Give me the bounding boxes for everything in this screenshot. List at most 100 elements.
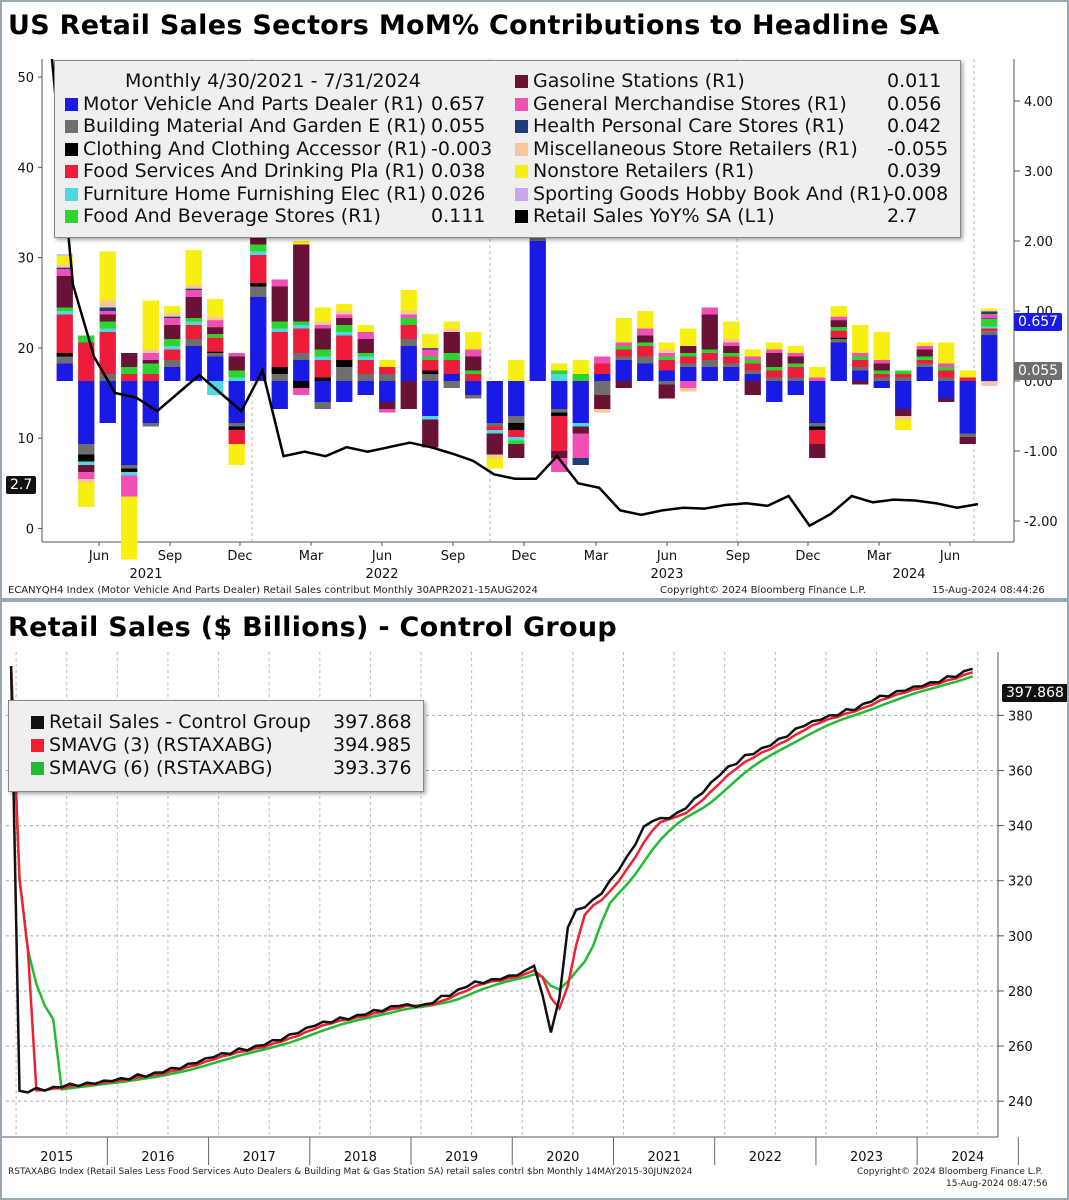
stacked-bar-segment: [228, 377, 245, 381]
stacked-bar-segment: [142, 363, 159, 374]
stacked-bar-segment: [400, 318, 417, 325]
footer-copyright: Copyright© 2024 Bloomberg Finance L.P.: [660, 585, 867, 596]
stacked-bar-segment: [443, 360, 460, 374]
legend-value: 0.038: [431, 160, 486, 182]
stacked-bar-segment: [293, 241, 310, 245]
footer-timestamp: 15-Aug-2024 08:47:56: [946, 1179, 1048, 1189]
stacked-bar-segment: [766, 367, 783, 371]
stacked-bar-segment: [981, 308, 998, 312]
sector-contributions-chart-panel: US Retail Sales Sectors MoM% Contributio…: [0, 0, 1069, 600]
legend-label: General Merchandise Stores (R1): [533, 92, 847, 115]
stacked-bar-segment: [658, 342, 675, 350]
stacked-bar-segment: [465, 374, 482, 381]
legend-value: 0.055: [431, 115, 486, 137]
legend-label: Furniture Home Furnishing Elec (R1): [83, 182, 427, 205]
stacked-bar-segment: [99, 321, 116, 329]
legend-swatch: [515, 210, 528, 223]
stacked-bar-segment: [852, 325, 869, 353]
stacked-bar-segment: [895, 409, 912, 416]
stacked-bar-segment: [78, 454, 95, 462]
stacked-bar-segment: [400, 339, 417, 346]
stacked-bar-segment: [916, 360, 933, 364]
right-axis-tick-label: 4.00: [1024, 95, 1053, 110]
stacked-bar-segment: [357, 353, 374, 357]
stacked-bar-segment: [787, 381, 804, 395]
stacked-bar-segment: [314, 402, 331, 409]
chart-title: Retail Sales ($ Billions) - Control Grou…: [8, 612, 618, 643]
stacked-bar-segment: [164, 339, 181, 346]
stacked-bar-segment: [314, 356, 331, 360]
legend-label: Clothing And Clothing Accessor (R1): [83, 137, 427, 160]
stacked-bar-segment: [250, 251, 267, 255]
stacked-bar-segment: [250, 297, 267, 381]
stacked-bar-segment: [379, 367, 396, 374]
x-month-label: Jun: [656, 549, 677, 564]
stacked-bar-segment: [422, 416, 439, 420]
x-month-label: Jun: [939, 549, 960, 564]
stacked-bar-segment: [615, 360, 632, 381]
stacked-bar-segment: [422, 360, 439, 371]
stacked-bar-segment: [121, 381, 138, 465]
stacked-bar-segment: [164, 325, 181, 339]
stacked-bar-segment: [852, 370, 869, 381]
stacked-bar-segment: [250, 286, 267, 297]
stacked-bar-segment: [78, 444, 95, 455]
stacked-bar-segment: [873, 332, 890, 360]
stacked-bar-segment: [357, 325, 374, 332]
stacked-bar-segment: [981, 314, 998, 319]
stacked-bar-segment: [486, 381, 503, 423]
stacked-bar-segment: [830, 316, 847, 321]
stacked-bar-segment: [271, 286, 288, 322]
x-month-label: Jun: [88, 549, 109, 564]
stacked-bar-segment: [680, 328, 697, 346]
stacked-bar-segment: [293, 244, 310, 322]
stacked-bar-segment: [99, 314, 116, 322]
stacked-bar-segment: [615, 356, 632, 360]
legend-swatch: [31, 739, 44, 752]
stacked-bar-segment: [787, 363, 804, 367]
stacked-bar-segment: [185, 250, 202, 286]
stacked-bar-segment: [508, 440, 525, 444]
stacked-bar-segment: [637, 335, 654, 343]
x-year-label: 2015: [40, 1150, 73, 1165]
legend-value: -0.003: [431, 137, 493, 160]
stacked-bar-segment: [572, 426, 589, 434]
stacked-bar-segment: [207, 327, 224, 335]
x-month-label: Dec: [511, 549, 536, 564]
legend-swatch: [515, 75, 528, 88]
stacked-bar-segment: [357, 381, 374, 395]
control-group-legend: Retail Sales - Control Group 397.868 SMAVG…: [8, 700, 424, 792]
stacked-bar-segment: [981, 318, 998, 319]
legend-label: Miscellaneous Store Retailers (R1): [533, 137, 858, 160]
stacked-bar-segment: [78, 472, 95, 479]
stacked-bar-segment: [551, 374, 568, 381]
stacked-bar-segment: [787, 367, 804, 378]
right-axis-tick-label: -2.00: [1024, 515, 1058, 530]
stacked-bar-segment: [981, 385, 998, 386]
x-month-label: Dec: [227, 549, 252, 564]
stacked-bar-segment: [164, 316, 181, 318]
stacked-bar-segment: [357, 374, 374, 381]
stacked-bar-segment: [551, 412, 568, 416]
stacked-bar-segment: [207, 334, 224, 338]
x-year-label: 2019: [445, 1150, 478, 1165]
stacked-bar-segment: [336, 314, 353, 318]
stacked-bar-segment: [594, 356, 611, 364]
stacked-bar-segment: [873, 370, 890, 374]
stacked-bar-segment: [658, 381, 675, 385]
footer-source: ECANYQH4 Index (Motor Vehicle And Parts …: [8, 585, 538, 596]
legend-swatch: [65, 97, 78, 111]
stacked-bar-segment: [959, 377, 976, 381]
stacked-bar-segment: [228, 426, 245, 430]
stacked-bar-segment: [207, 299, 224, 317]
stacked-bar-segment: [508, 437, 525, 441]
legend-header: Monthly 4/30/2021 - 7/31/2024: [125, 70, 421, 92]
stacked-bar-segment: [379, 381, 396, 402]
stacked-bar-segment: [250, 237, 267, 245]
stacked-bar-segment: [314, 307, 331, 322]
stacked-bar-segment: [56, 255, 73, 265]
stacked-bar-segment: [228, 423, 245, 427]
stacked-bar-segment: [465, 395, 482, 399]
stacked-bar-segment: [938, 377, 955, 381]
stacked-bar-segment: [852, 381, 869, 385]
